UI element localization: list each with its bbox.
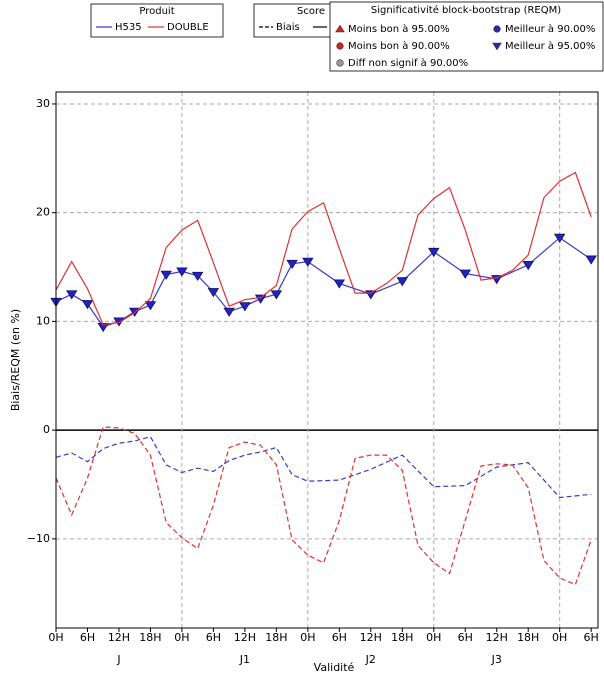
x-tick-label: 0H [48,631,63,644]
point-marker [207,288,220,298]
point-marker [160,270,172,280]
point-marker [270,290,283,300]
day-label: J3 [491,653,502,666]
point-marker [553,233,566,243]
legend-marker [335,24,345,33]
legend-marker [493,25,501,33]
y-tick-label: 0 [43,423,50,436]
legend-label: Meilleur à 95.00% [505,40,595,52]
x-axis-label: Validité [314,661,355,674]
x-tick-label: 12H [360,631,382,644]
y-tick-label: 20 [36,206,50,219]
plot-frame [55,91,599,629]
legend-marker [492,42,502,51]
x-tick-label: 18H [265,631,287,644]
y-tick-label: 10 [36,314,50,327]
x-tick-label: 6H [584,631,599,644]
point-marker [176,267,188,277]
x-tick-label: 6H [206,631,221,644]
point-marker [491,275,503,285]
x-tick-label: 0H [426,631,441,644]
legend-label: Biais [276,22,300,33]
point-marker [522,260,534,271]
point-marker [365,290,377,300]
point-marker [585,255,597,265]
x-tick-label: 0H [300,631,315,644]
legend-label: Diff non signif à 90.00% [348,57,468,69]
x-tick-label: 6H [80,631,95,644]
point-marker [333,279,346,289]
legend-title: Significativité block-bootstrap (REQM) [371,4,561,16]
point-marker [144,301,157,311]
x-tick-label: 12H [108,631,130,644]
point-marker [66,290,78,300]
point-marker [239,302,251,312]
point-marker [396,277,409,287]
x-tick-label: 18H [391,631,413,644]
x-tick-label: 6H [332,631,347,644]
point-marker [459,269,471,279]
legend-label: Meilleur à 90.00% [505,23,595,35]
legend-label: Moins bon à 95.00% [348,23,450,35]
x-tick-label: 6H [458,631,473,644]
x-tick-label: 18H [139,631,161,644]
y-tick-label: −10 [27,532,50,545]
legend-box [329,1,604,72]
legend-marker [336,42,344,50]
point-marker [81,300,94,310]
series-line [55,435,592,499]
series-line [55,426,592,586]
x-tick-label: 12H [486,631,508,644]
y-axis-label: Biais/REQM (en %) [9,309,22,411]
point-marker [191,271,204,281]
series-line [55,171,592,326]
point-marker [428,247,440,258]
x-tick-label: 18H [517,631,539,644]
point-marker [302,257,314,267]
x-tick-label: 0H [174,631,189,644]
legend-marker [336,59,344,67]
point-marker [223,307,235,317]
point-marker [254,294,267,304]
legend-title: Score [297,6,325,17]
legend-label: Moins bon à 90.00% [348,40,450,52]
day-label: J1 [239,653,250,666]
y-tick-label: 30 [36,97,50,110]
legend-label: DOUBLE [167,22,209,33]
day-label: J2 [365,653,376,666]
x-tick-label: 0H [552,631,567,644]
point-marker [286,259,298,270]
legend-title: Produit [139,6,174,17]
x-tick-label: 12H [234,631,256,644]
legend-label: H535 [115,22,142,33]
legend-box [90,3,224,38]
day-label: J [116,653,120,666]
